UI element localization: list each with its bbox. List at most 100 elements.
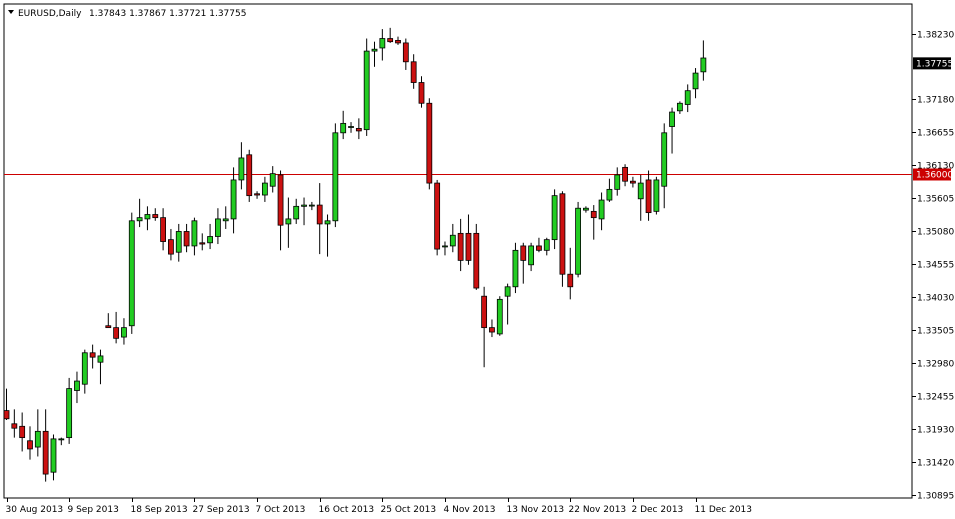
candle (238, 142, 245, 190)
candle (324, 214, 331, 257)
candle-body-bear (355, 128, 362, 132)
candle (669, 107, 675, 154)
candle-body-bull (285, 218, 292, 225)
candle-body-bear (395, 40, 401, 44)
candle-body-bear (387, 38, 394, 43)
y-tick-label: 1.35605 (917, 195, 954, 205)
candle (113, 311, 120, 344)
candle-body-bull (528, 245, 535, 266)
candle-body-bull (449, 234, 456, 247)
candle (692, 68, 699, 99)
candle-body-bull (261, 182, 268, 196)
candle-body-bull (700, 57, 707, 73)
candle-body-bear (168, 239, 174, 255)
candle (308, 201, 315, 211)
price-labels: 1.37755 1.36000 (913, 57, 953, 181)
candle (3, 388, 10, 421)
candle (222, 206, 229, 229)
candle-body-bull (136, 217, 143, 222)
y-tick-label: 1.31930 (917, 426, 954, 436)
candle (559, 191, 566, 287)
y-tick-label: 1.36130 (917, 162, 954, 172)
candle-body-bull (379, 38, 386, 49)
candle-body-bear (567, 273, 574, 288)
candle (105, 313, 112, 329)
time-axis[interactable]: 30 Aug 2013 9 Sep 2013 18 Sep 2013 27 Sep 2… (6, 498, 753, 515)
candle (183, 223, 190, 253)
candle (614, 167, 621, 196)
symbol-label: EURUSD,Daily (18, 9, 82, 19)
candle-body-bull (512, 249, 519, 288)
ohlc-values: 1.37843 1.37867 1.37721 1.37755 (89, 9, 246, 19)
candle (144, 206, 151, 231)
candle (81, 349, 88, 394)
candle (489, 319, 495, 338)
candle (19, 412, 26, 452)
candle-body-bull (684, 90, 691, 105)
candle-body-bull (207, 236, 213, 244)
candle-body-bear (277, 174, 284, 226)
candle-body-bear (590, 210, 597, 219)
candle (277, 170, 284, 251)
candle-body-bull (293, 205, 300, 220)
level-price-label: 1.36000 (916, 171, 953, 181)
candle (676, 101, 683, 114)
candle (590, 205, 597, 240)
x-tick-label: 9 Sep 2013 (68, 505, 119, 515)
candle-body-bull (81, 352, 88, 385)
candle (121, 318, 127, 345)
candle (442, 241, 448, 256)
y-tick-label: 1.37180 (917, 96, 954, 106)
candle-body-bear (11, 423, 18, 429)
candle (363, 38, 370, 136)
y-tick-label: 1.35080 (917, 228, 954, 238)
candle-body-bear (27, 440, 33, 450)
candle (301, 197, 307, 226)
candle (473, 223, 480, 290)
candle-body-bull (215, 218, 221, 237)
candle (261, 176, 268, 202)
y-tick-label: 1.32455 (917, 393, 954, 403)
candle (496, 296, 503, 336)
candle-body-bull (332, 132, 339, 222)
candle-body-bear (113, 327, 120, 339)
candle-body-bull (598, 199, 605, 220)
candle-body-bull (121, 327, 127, 338)
candle (543, 237, 550, 256)
candle-body-bear (418, 82, 425, 104)
candle-body-bull (676, 102, 683, 112)
candle (66, 377, 73, 444)
candle (175, 223, 182, 262)
candle (551, 189, 558, 250)
candle-body-bear (402, 42, 409, 63)
candle (128, 212, 135, 334)
chart-header: EURUSD,Daily 1.37843 1.37867 1.37721 1.3… (8, 9, 246, 19)
candle (504, 283, 511, 325)
candle (434, 179, 441, 256)
candle-body-bull (301, 204, 307, 207)
y-tick-label: 1.32980 (917, 360, 954, 370)
candle-body-bull (543, 239, 550, 251)
candle (34, 409, 41, 457)
candle (449, 223, 456, 253)
candle-body-bull (222, 218, 229, 222)
candle-body-bear (19, 425, 26, 439)
candle-body-bull (348, 126, 354, 128)
candle-body-bull (128, 220, 135, 327)
candle-body-bull (653, 179, 660, 212)
candle-body-bear (426, 102, 433, 184)
candle (27, 426, 33, 460)
candle-body-bear (89, 352, 96, 358)
candle (230, 167, 237, 234)
y-tick-label: 1.33505 (917, 327, 954, 337)
candle (645, 170, 652, 221)
candle (528, 242, 535, 272)
candle-body-bull (74, 380, 80, 391)
candle-body-bear (410, 61, 417, 83)
dropdown-triangle-icon[interactable] (8, 10, 14, 14)
candle-body-bear (434, 182, 441, 250)
candle (316, 183, 323, 255)
price-axis[interactable]: 1.38230 1.37180 1.36655 1.36130 1.35605 1.350… (912, 31, 954, 502)
candle (293, 198, 300, 224)
